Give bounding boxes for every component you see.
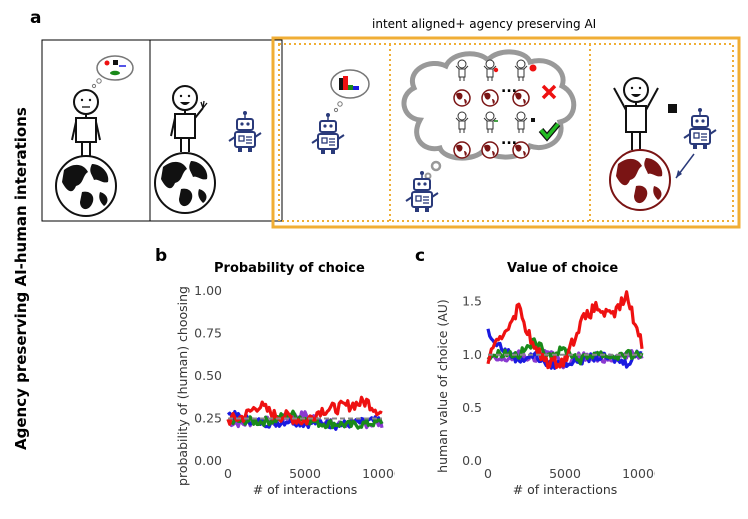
y-tick-label: 0.75	[194, 326, 222, 341]
y-tick-label: 0.50	[194, 368, 222, 383]
x-tick-label: 5000	[549, 466, 581, 481]
black-square-icon	[668, 104, 677, 113]
robot-icon	[683, 107, 717, 150]
chart-c: 0.0 0.5 1.0 1.5 0 5000 10000 # of interactions h…	[435, 290, 655, 497]
person-celebrating-icon	[613, 77, 659, 150]
globe-red-icon	[609, 149, 671, 211]
globe-icon	[55, 155, 117, 217]
robot-icon	[405, 170, 439, 213]
globe-icon	[154, 152, 216, 214]
y-tick-label: 0.5	[462, 400, 482, 415]
y-axis-label: human value of choice (AU)	[435, 299, 450, 473]
x-axis-label: # of interactions	[253, 482, 358, 497]
y-tick-label: 1.5	[462, 294, 482, 309]
x-tick-label: 10000	[622, 466, 655, 481]
y-tick-label: 0.25	[194, 411, 222, 426]
aligned-ai-box	[271, 36, 741, 229]
panel-a-illustration: ... ...	[41, 36, 741, 229]
y-axis-label: probability of (human) choosing	[175, 286, 190, 486]
chart-b-title: Probability of choice	[214, 261, 365, 276]
series-line-red	[226, 395, 383, 426]
panel-a-caption: intent aligned+ agency preserving AI	[372, 17, 597, 31]
person-happy-icon	[170, 85, 208, 152]
thought-bubble-icon	[330, 69, 370, 113]
y-tick-label: 1.00	[194, 283, 222, 298]
x-axis-label: # of interactions	[513, 482, 618, 497]
thought-bubble-icon	[91, 55, 134, 89]
robot-icon	[228, 110, 262, 153]
series-line-green	[486, 337, 644, 366]
panel-label-b: b	[155, 246, 168, 266]
panel-label-a: a	[30, 8, 42, 28]
chart-c-title: Value of choice	[507, 261, 619, 276]
x-tick-label: 5000	[289, 466, 321, 481]
scene-box-left	[41, 39, 283, 222]
robot-icon	[311, 112, 345, 155]
y-tick-label: 0.00	[194, 453, 222, 468]
panel-label-c: c	[415, 246, 426, 266]
x-tick-label: 0	[484, 466, 492, 481]
x-tick-label: 0	[224, 466, 232, 481]
series-line-red	[486, 290, 644, 370]
x-tick-label: 10000	[362, 466, 395, 481]
y-tick-label: 1.0	[462, 347, 482, 362]
chart-b: 0.00 0.25 0.50 0.75 1.00 0 5000 10000 # of inter…	[175, 283, 395, 497]
person-thinking-icon	[71, 89, 101, 156]
reject-x-icon	[541, 84, 557, 100]
y-tick-label: 0.0	[462, 453, 482, 468]
ellipsis-text: ...	[501, 80, 517, 96]
ellipsis-text: ...	[501, 132, 517, 148]
